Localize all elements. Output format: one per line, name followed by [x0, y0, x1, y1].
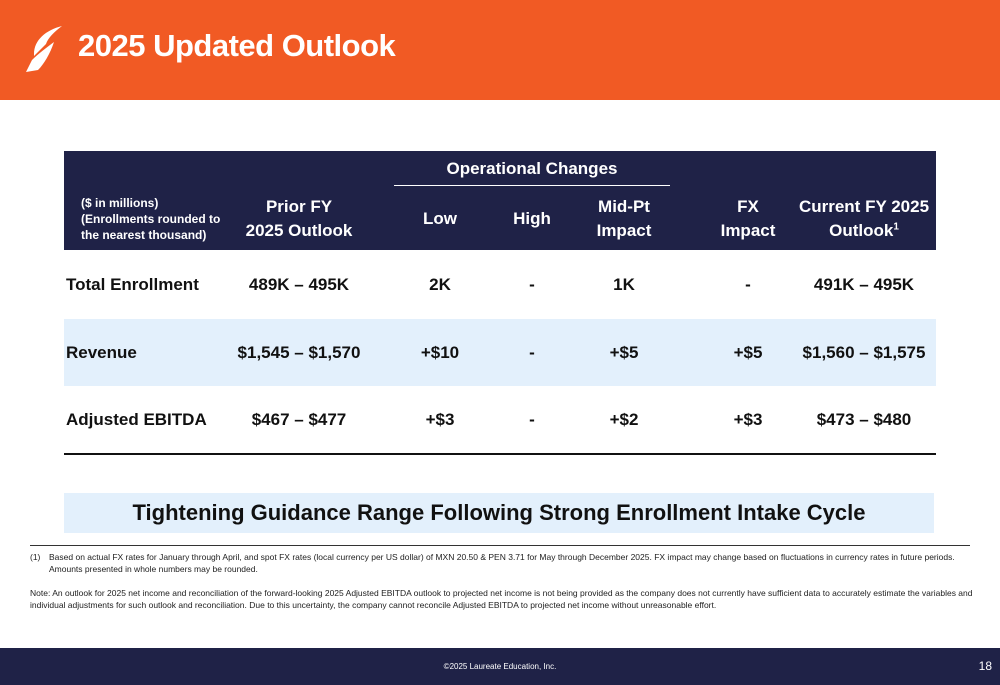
group-header-underline: [394, 185, 670, 186]
cell-prior: $467 – $477: [251, 410, 347, 429]
copyright: ©2025 Laureate Education, Inc.: [443, 662, 557, 671]
table-row: Adjusted EBITDA $467 – $477 +$3 - +$2 +$…: [64, 386, 936, 453]
col-prior-outlook: Prior FY 2025 Outlook: [245, 197, 353, 240]
table-bottom-rule: [64, 453, 936, 455]
col-fx-impact: FX Impact: [720, 197, 776, 240]
cell-current: $473 – $480: [816, 410, 912, 429]
cell-fx: +$5: [733, 343, 763, 362]
cell-high: -: [529, 343, 535, 362]
row-label: Total Enrollment: [66, 275, 199, 294]
title-bar: 2025 Updated Outlook: [0, 0, 1000, 100]
page-title: 2025 Updated Outlook: [78, 28, 396, 63]
table-row: Total Enrollment 489K – 495K 2K - 1K - 4…: [64, 251, 936, 318]
footnote-1: Based on actual FX rates for January thr…: [49, 552, 955, 574]
cell-low: +$10: [420, 343, 460, 362]
cell-low: 2K: [429, 275, 451, 294]
cell-low: +$3: [425, 410, 455, 429]
units-note: ($ in millions) (Enrollments rounded to …: [81, 196, 221, 242]
cell-prior: 489K – 495K: [248, 275, 350, 294]
cell-midpt: 1K: [613, 275, 635, 294]
footer-bar: ©2025 Laureate Education, Inc. 18: [0, 648, 1000, 685]
col-midpt-impact: Mid-Pt Impact: [596, 197, 652, 240]
page-number: 18: [978, 659, 992, 673]
cell-prior: $1,545 – $1,570: [237, 343, 361, 362]
col-current-outlook: Current FY 2025 Outlook1: [798, 197, 930, 240]
footnote-divider: [30, 545, 970, 546]
cell-midpt: +$5: [609, 343, 639, 362]
table-row: Revenue $1,545 – $1,570 +$10 - +$5 +$5 $…: [64, 319, 936, 386]
cell-fx: +$3: [733, 410, 763, 429]
row-label: Adjusted EBITDA: [66, 410, 207, 429]
laureate-leaf-logo: [26, 26, 62, 72]
group-header-operational-changes: Operational Changes: [446, 159, 618, 178]
col-high: High: [513, 209, 551, 228]
row-label: Revenue: [66, 343, 137, 362]
col-low: Low: [423, 209, 457, 228]
cell-high: -: [529, 275, 535, 294]
table-header: ($ in millions) (Enrollments rounded to …: [64, 151, 936, 250]
guidance-callout: Tightening Guidance Range Following Stro…: [64, 493, 934, 533]
footnote-marker: 1: [893, 221, 899, 233]
cell-midpt: +$2: [609, 410, 639, 429]
cell-fx: -: [745, 275, 751, 294]
cell-current: 491K – 495K: [813, 275, 915, 294]
cell-high: -: [529, 410, 535, 429]
footnote-note: Note: An outlook for 2025 net income and…: [30, 588, 973, 610]
cell-current: $1,560 – $1,575: [802, 343, 926, 362]
footnote-marker-1: (1): [30, 552, 41, 562]
